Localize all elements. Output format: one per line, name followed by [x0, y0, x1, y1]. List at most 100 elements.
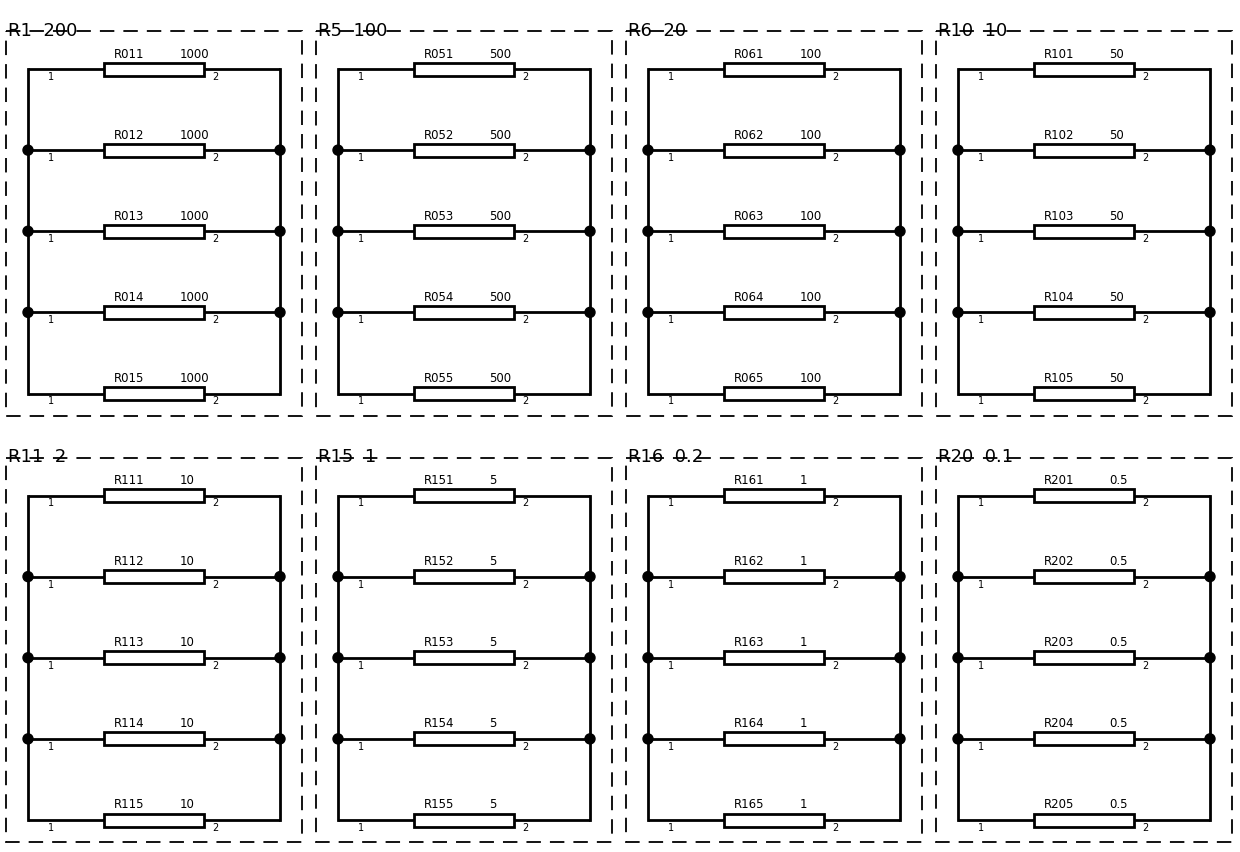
Text: 1: 1	[667, 315, 673, 325]
Text: 1: 1	[667, 234, 673, 244]
Text: R201: R201	[1044, 474, 1074, 486]
Text: 1: 1	[977, 234, 983, 244]
Text: 500: 500	[490, 210, 511, 222]
Text: 2: 2	[832, 234, 839, 244]
Text: 10: 10	[180, 555, 195, 567]
Text: 1000: 1000	[180, 129, 208, 141]
Bar	[1034, 145, 1135, 158]
Bar	[1034, 63, 1135, 77]
Bar	[1034, 571, 1135, 584]
Text: 1: 1	[47, 234, 53, 244]
Text: 2: 2	[212, 741, 219, 751]
Text: 2: 2	[1142, 498, 1149, 508]
Text: 10: 10	[180, 474, 195, 486]
Text: 2: 2	[1142, 741, 1149, 751]
Text: R5  100: R5 100	[317, 22, 387, 40]
Text: 1000: 1000	[180, 210, 208, 222]
Circle shape	[1205, 572, 1215, 582]
Bar	[1034, 489, 1135, 503]
Text: 0.5: 0.5	[1110, 717, 1127, 729]
Bar	[414, 489, 515, 503]
Text: 1: 1	[357, 579, 363, 589]
Text: 1: 1	[47, 72, 53, 82]
Text: R113: R113	[114, 636, 144, 648]
Circle shape	[1205, 734, 1215, 744]
Text: 2: 2	[212, 153, 219, 163]
Text: 2: 2	[832, 72, 839, 82]
Text: 10: 10	[180, 717, 195, 729]
Text: 50: 50	[1110, 291, 1123, 303]
Circle shape	[1205, 146, 1215, 156]
Bar	[104, 307, 205, 320]
Text: 1: 1	[47, 153, 53, 163]
Text: R151: R151	[424, 474, 454, 486]
Bar	[104, 814, 205, 826]
Circle shape	[895, 146, 905, 156]
Text: 1: 1	[357, 153, 363, 163]
Text: 50: 50	[1110, 48, 1123, 60]
Circle shape	[275, 227, 285, 237]
Bar	[414, 63, 515, 77]
Text: 2: 2	[1142, 72, 1149, 82]
Circle shape	[334, 308, 343, 318]
Circle shape	[24, 146, 33, 156]
Circle shape	[895, 572, 905, 582]
Circle shape	[24, 308, 33, 318]
Bar	[104, 63, 205, 77]
Circle shape	[275, 572, 285, 582]
Circle shape	[644, 653, 653, 663]
Bar	[1034, 307, 1135, 320]
Text: 2: 2	[832, 660, 839, 670]
Text: 2: 2	[832, 153, 839, 163]
Bar	[724, 652, 825, 665]
Text: 1: 1	[800, 474, 807, 486]
Text: R155: R155	[424, 797, 454, 810]
Text: R203: R203	[1044, 636, 1074, 648]
Bar	[1034, 388, 1135, 400]
Text: 1000: 1000	[180, 48, 208, 60]
Bar	[6, 458, 303, 842]
Text: 1: 1	[47, 579, 53, 589]
Text: 2: 2	[1142, 822, 1149, 832]
Text: 2: 2	[212, 579, 219, 589]
Text: 2: 2	[212, 234, 219, 244]
Text: 5: 5	[490, 717, 496, 729]
Text: 1: 1	[800, 555, 807, 567]
Circle shape	[954, 308, 963, 318]
Circle shape	[334, 227, 343, 237]
Circle shape	[895, 308, 905, 318]
Text: 1: 1	[667, 396, 673, 406]
Text: 0.5: 0.5	[1110, 555, 1127, 567]
Circle shape	[334, 653, 343, 663]
Text: R162: R162	[734, 555, 764, 567]
Circle shape	[954, 653, 963, 663]
Bar	[626, 32, 923, 416]
Text: 1: 1	[357, 234, 363, 244]
Circle shape	[644, 308, 653, 318]
Bar	[414, 226, 515, 239]
Bar	[414, 652, 515, 665]
Bar	[414, 733, 515, 746]
Circle shape	[585, 308, 595, 318]
Circle shape	[24, 572, 33, 582]
Text: R163: R163	[734, 636, 764, 648]
Text: R052: R052	[424, 129, 454, 141]
Text: 1: 1	[667, 72, 673, 82]
Text: 2: 2	[1142, 315, 1149, 325]
Bar	[724, 145, 825, 158]
Circle shape	[895, 734, 905, 744]
Text: R152: R152	[424, 555, 454, 567]
Circle shape	[334, 572, 343, 582]
Text: R101: R101	[1044, 48, 1074, 60]
Text: R205: R205	[1044, 797, 1074, 810]
Bar	[626, 458, 923, 842]
Text: 1: 1	[357, 396, 363, 406]
Text: 100: 100	[800, 291, 821, 303]
Text: R055: R055	[424, 371, 454, 384]
Text: 1: 1	[47, 660, 53, 670]
Text: 1: 1	[357, 822, 363, 832]
Circle shape	[585, 653, 595, 663]
Bar	[104, 145, 205, 158]
Text: 10: 10	[180, 636, 195, 648]
Text: 2: 2	[522, 153, 529, 163]
